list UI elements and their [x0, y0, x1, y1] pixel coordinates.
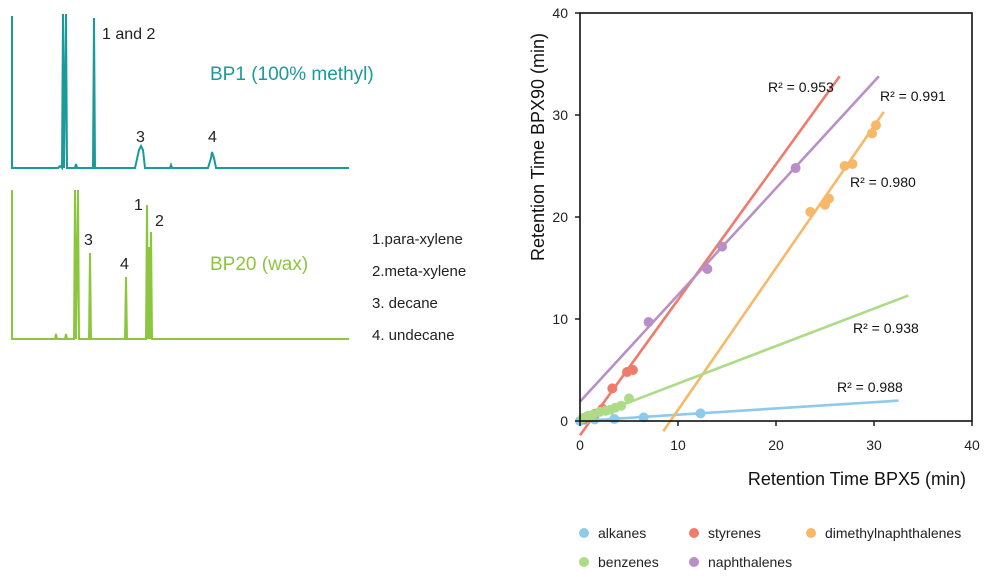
naphthalenes-trendline: [579, 75, 880, 403]
dimethylnaphthalenes-point: [847, 158, 858, 169]
x-tick-label: 40: [964, 437, 980, 453]
x-tick-label: 10: [670, 437, 686, 453]
alkanes-point: [609, 413, 620, 424]
peak-key-item: 2.meta-xylene: [372, 263, 466, 280]
alkanes-trendline: [579, 399, 899, 423]
naphthalenes-r2-label: R² = 0.991: [880, 88, 946, 104]
y-axis-title: Retention Time BPX90 (min): [528, 33, 548, 261]
x-tick-label: 30: [866, 437, 882, 453]
legend: alkanes styrenes dimethylnaphthalenes benze…: [579, 525, 961, 570]
r-squared-labels: R² = 0.988 R² = 0.953 R² = 0.980 R² = 0.938…: [768, 79, 946, 395]
alkanes-point: [695, 408, 706, 419]
bp1-peak-label: 1 and 2: [102, 26, 155, 43]
bp20-peak-label: 3: [84, 232, 93, 249]
alkanes-legend-marker: [579, 528, 589, 538]
peak-key-item: 4. undecane: [372, 327, 455, 344]
dimethylnaphthalenes-r2-label: R² = 0.980: [850, 174, 916, 190]
bp20-peak-label: 2: [155, 213, 164, 230]
alkanes-point: [638, 412, 649, 423]
bp1-peak-label: 4: [208, 129, 217, 146]
x-axis-title: Retention Time BPX5 (min): [748, 469, 966, 489]
dimethylnaphthalenes-point: [870, 120, 881, 131]
naphthalenes-point: [702, 264, 713, 275]
bp1-trace: [11, 13, 349, 171]
styrenes-point: [607, 383, 618, 394]
peak-key-item: 3. decane: [372, 295, 438, 312]
plot-frame: [579, 12, 973, 422]
styrenes-legend-marker: [689, 528, 699, 538]
naphthalenes-point: [643, 317, 654, 328]
naphthalenes-point: [717, 241, 728, 252]
benzenes-legend-marker: [579, 557, 589, 567]
bp1-peak-label: 3: [136, 129, 145, 146]
peak-key: 1.para-xylene 2.meta-xylene 3. decane 4.…: [372, 231, 466, 344]
naphthalenes-legend-label: naphthalenes: [708, 554, 792, 570]
alkanes-legend-label: alkanes: [598, 525, 646, 541]
alkanes-r2-label: R² = 0.988: [837, 379, 903, 395]
styrenes-r2-label: R² = 0.953: [768, 79, 834, 95]
x-axis-ticks: 0 10 20 30 40: [576, 421, 980, 453]
dimethylnaphthalenes-point: [805, 206, 816, 217]
bp20-column-label: BP20 (wax): [210, 254, 308, 275]
bp20-peak-label: 1: [134, 197, 143, 214]
bp20-peak-label: 4: [120, 256, 129, 273]
styrenes-trendline: [578, 75, 841, 437]
benzenes-point: [616, 400, 627, 411]
bp1-chromatogram: 1 and 2 3 4 BP1 (100% methyl): [11, 13, 374, 171]
y-tick-label: 30: [552, 107, 568, 123]
benzenes-legend-label: benzenes: [598, 554, 659, 570]
dimethylnaphthalenes-point: [839, 161, 850, 171]
benzenes-r2-label: R² = 0.938: [853, 320, 919, 336]
naphthalenes-legend-marker: [689, 557, 699, 567]
x-tick-label: 20: [768, 437, 784, 453]
peak-key-item: 1.para-xylene: [372, 231, 463, 248]
dimethylnaphthalenes-legend-marker: [806, 528, 816, 538]
naphthalenes-point: [790, 163, 801, 174]
bp1-column-label: BP1 (100% methyl): [210, 64, 374, 85]
benzenes-point: [624, 393, 634, 404]
dimethylnaphthalenes-point: [867, 128, 878, 139]
y-tick-label: 10: [552, 311, 568, 327]
styrenes-legend-label: styrenes: [708, 525, 761, 541]
scatter-plot: 0 10 20 30 40 0 10 20 30 40 R² = 0.988 R² = 0.953…: [528, 5, 980, 489]
y-tick-label: 20: [552, 209, 568, 225]
x-tick-label: 0: [576, 437, 584, 453]
dimethylnaphthalenes-point: [823, 193, 834, 204]
y-tick-label: 40: [552, 5, 568, 21]
dimethylnaphthalenes-legend-label: dimethylnaphthalenes: [825, 525, 961, 541]
bp20-chromatogram: 3 4 1 2 BP20 (wax): [11, 189, 349, 340]
y-tick-label: 0: [560, 413, 568, 429]
benzenes-trendline: [579, 294, 909, 423]
bp20-trace: [11, 189, 349, 340]
y-axis-ticks: 0 10 20 30 40: [552, 5, 580, 429]
styrenes-point: [627, 365, 638, 375]
